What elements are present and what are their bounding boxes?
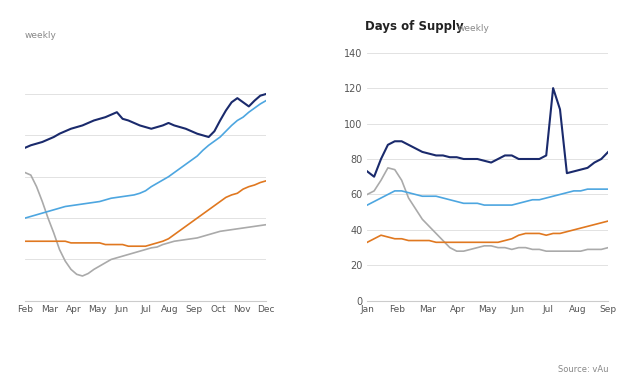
Text: weekly: weekly: [25, 30, 57, 39]
Text: Days of Supply: Days of Supply: [365, 20, 463, 33]
Text: weekly: weekly: [458, 24, 490, 33]
Text: Source: vAu: Source: vAu: [557, 365, 608, 374]
